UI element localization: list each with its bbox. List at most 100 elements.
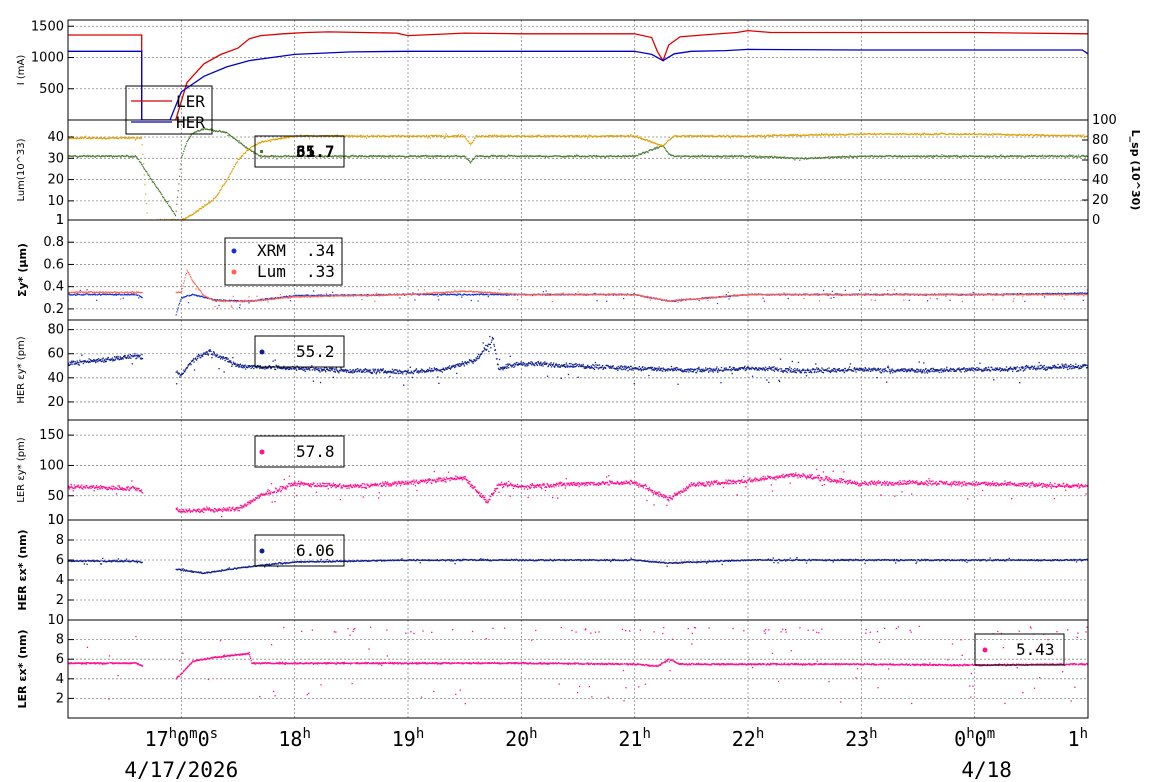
series-point: [304, 294, 306, 296]
series-point: [323, 156, 326, 158]
series-point: [97, 137, 99, 139]
series-point: [417, 136, 419, 138]
series-point: [531, 295, 534, 297]
series-point: [383, 293, 385, 296]
series-point: [479, 136, 481, 138]
series-point: [118, 291, 120, 294]
series-point: [915, 155, 917, 158]
series-point: [790, 157, 792, 159]
series-point: [102, 291, 105, 293]
series-point: [795, 157, 797, 159]
series-point: [463, 155, 466, 157]
series-point: [508, 154, 510, 156]
series-point: [142, 153, 144, 155]
series-point: [833, 296, 835, 299]
series-point: [387, 294, 389, 296]
series-point: [564, 155, 566, 157]
series-point: [109, 291, 111, 293]
series-point: [657, 143, 659, 145]
series-point: [423, 293, 425, 295]
series-point: [907, 155, 909, 158]
series-point: [444, 135, 447, 137]
series-point: [128, 294, 130, 296]
series-point: [971, 294, 973, 296]
series-point: [438, 135, 440, 137]
series-point: [717, 155, 719, 157]
series-point: [92, 291, 94, 293]
series-point: [154, 184, 156, 186]
series-point: [901, 155, 904, 157]
series-point: [979, 133, 981, 135]
series-point: [81, 136, 83, 138]
series-point: [867, 155, 869, 158]
series-point: [733, 135, 735, 137]
series-point: [396, 293, 398, 295]
series-point: [104, 155, 107, 157]
series-point: [113, 291, 115, 293]
series-point: [114, 137, 116, 139]
series-point: [276, 139, 279, 141]
series-point: [612, 294, 615, 296]
series-point: [200, 208, 202, 210]
series-point: [778, 135, 780, 137]
series-point: [530, 136, 532, 138]
series-point: [1007, 155, 1010, 157]
series-point: [869, 133, 872, 135]
series-point: [102, 155, 104, 157]
series-point: [293, 156, 296, 158]
series-point: [499, 155, 501, 157]
series-point: [801, 157, 804, 159]
series-point: [861, 133, 863, 136]
series-point: [361, 155, 364, 157]
series-point: [612, 155, 614, 157]
series-point: [702, 135, 704, 137]
series-point: [690, 134, 692, 137]
series-point: [727, 155, 729, 157]
series-point: [960, 133, 962, 135]
series-point: [628, 155, 630, 157]
series-point: [806, 158, 808, 160]
series-point: [266, 156, 268, 158]
series-point: [808, 134, 810, 136]
series-point: [822, 134, 824, 136]
series-point: [427, 293, 429, 295]
series-point: [577, 154, 579, 157]
series-point: [141, 297, 143, 299]
series-point: [553, 135, 555, 137]
series-point: [887, 133, 889, 135]
series-point: [1082, 154, 1084, 157]
series-point: [995, 133, 997, 135]
series-point: [110, 291, 112, 293]
series-point: [952, 293, 954, 296]
series-point: [893, 155, 895, 157]
series-point: [481, 293, 483, 295]
series-point: [255, 300, 258, 302]
series-point: [935, 133, 937, 135]
series-point: [921, 155, 923, 158]
series-point: [205, 297, 207, 299]
series-point: [986, 133, 988, 135]
series-point: [851, 133, 853, 135]
series-point: [104, 293, 106, 295]
series-point: [820, 133, 823, 135]
series-point: [576, 155, 578, 157]
series-point: [119, 155, 121, 157]
series-point: [654, 147, 656, 149]
series-point: [927, 156, 929, 158]
series-point: [871, 133, 874, 135]
series-point: [978, 156, 980, 158]
series-point: [693, 135, 695, 137]
series-point: [291, 155, 293, 157]
series-point: [944, 155, 946, 157]
series-point: [88, 155, 90, 157]
series-point: [492, 134, 494, 136]
series-point: [761, 156, 763, 158]
series-point: [606, 135, 608, 137]
series-point: [321, 294, 323, 296]
series-point: [1084, 292, 1086, 294]
series-point: [292, 295, 294, 297]
series-point: [421, 293, 423, 295]
series-point: [196, 294, 198, 297]
series-point: [474, 136, 476, 138]
series-point: [483, 135, 485, 137]
